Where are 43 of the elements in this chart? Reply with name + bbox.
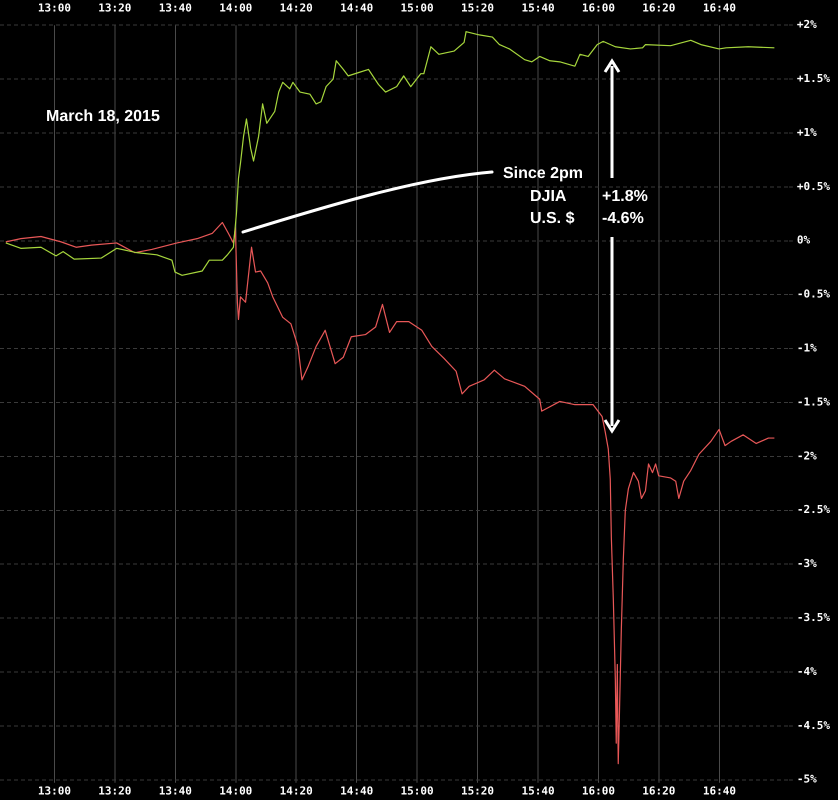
y-tick-label: -0.5% bbox=[796, 288, 830, 301]
y-tick-label: -3% bbox=[796, 557, 818, 570]
text: U.S. $ -4.6% bbox=[530, 210, 644, 227]
x2-tick-label: 15:00 bbox=[400, 1, 434, 14]
x2-tick-label: 13:40 bbox=[158, 1, 192, 14]
x-tick-label: 13:00 bbox=[38, 784, 71, 798]
x2-tick-label: 16:20 bbox=[642, 1, 676, 14]
x-tick-label: 15:40 bbox=[522, 784, 555, 798]
y-tick-label: +2% bbox=[796, 18, 818, 32]
y-tick-label: -4.5% bbox=[796, 718, 830, 732]
x2-tick-label: 14:40 bbox=[340, 1, 374, 14]
x2-tick-label: 14:20 bbox=[280, 1, 313, 14]
annotation: March 18, 2015 bbox=[46, 108, 160, 125]
x-tick-label: 15:20 bbox=[460, 784, 494, 798]
text: DJIA +1.8% bbox=[530, 188, 648, 205]
y-tick-label: -4% bbox=[796, 664, 818, 678]
x-tick-label: 16:40 bbox=[702, 784, 736, 798]
x-tick-label: 13:20 bbox=[98, 784, 132, 798]
y-tick-label: -5% bbox=[796, 772, 818, 786]
x2-tick-label: 13:00 bbox=[38, 1, 71, 14]
y-tick-label: +0.5% bbox=[796, 180, 830, 193]
x2-tick-label: 14:00 bbox=[219, 1, 252, 14]
y-tick-label: -1.5% bbox=[796, 395, 830, 408]
x-tick-label: 16:20 bbox=[642, 784, 676, 798]
x-tick-label: 14:00 bbox=[219, 784, 252, 798]
x2-tick-label: 15:40 bbox=[522, 1, 555, 14]
y-tick-label: +1.5% bbox=[796, 72, 830, 85]
x2-tick-label: 16:40 bbox=[702, 1, 736, 14]
x-tick-label: 13:40 bbox=[158, 784, 192, 798]
x2-tick-label: 16:00 bbox=[582, 1, 616, 14]
y-tick-label: -3.5% bbox=[796, 610, 830, 624]
x-tick-label: 14:40 bbox=[340, 784, 374, 798]
y-tick-label: +1% bbox=[796, 126, 818, 139]
y-tick-label: -1% bbox=[796, 341, 818, 354]
y-tick-label: -2% bbox=[796, 449, 818, 462]
y-tick-label: 0% bbox=[796, 234, 811, 247]
y-tick-label: -2.5% bbox=[796, 503, 830, 516]
x-tick-label: 14:20 bbox=[280, 784, 313, 798]
annotation: Since 2pm bbox=[503, 165, 584, 182]
x-tick-label: 15:00 bbox=[400, 784, 434, 798]
x2-tick-label: 15:20 bbox=[460, 1, 494, 14]
x2-tick-label: 13:20 bbox=[98, 1, 132, 14]
x-tick-label: 16:00 bbox=[582, 784, 616, 798]
